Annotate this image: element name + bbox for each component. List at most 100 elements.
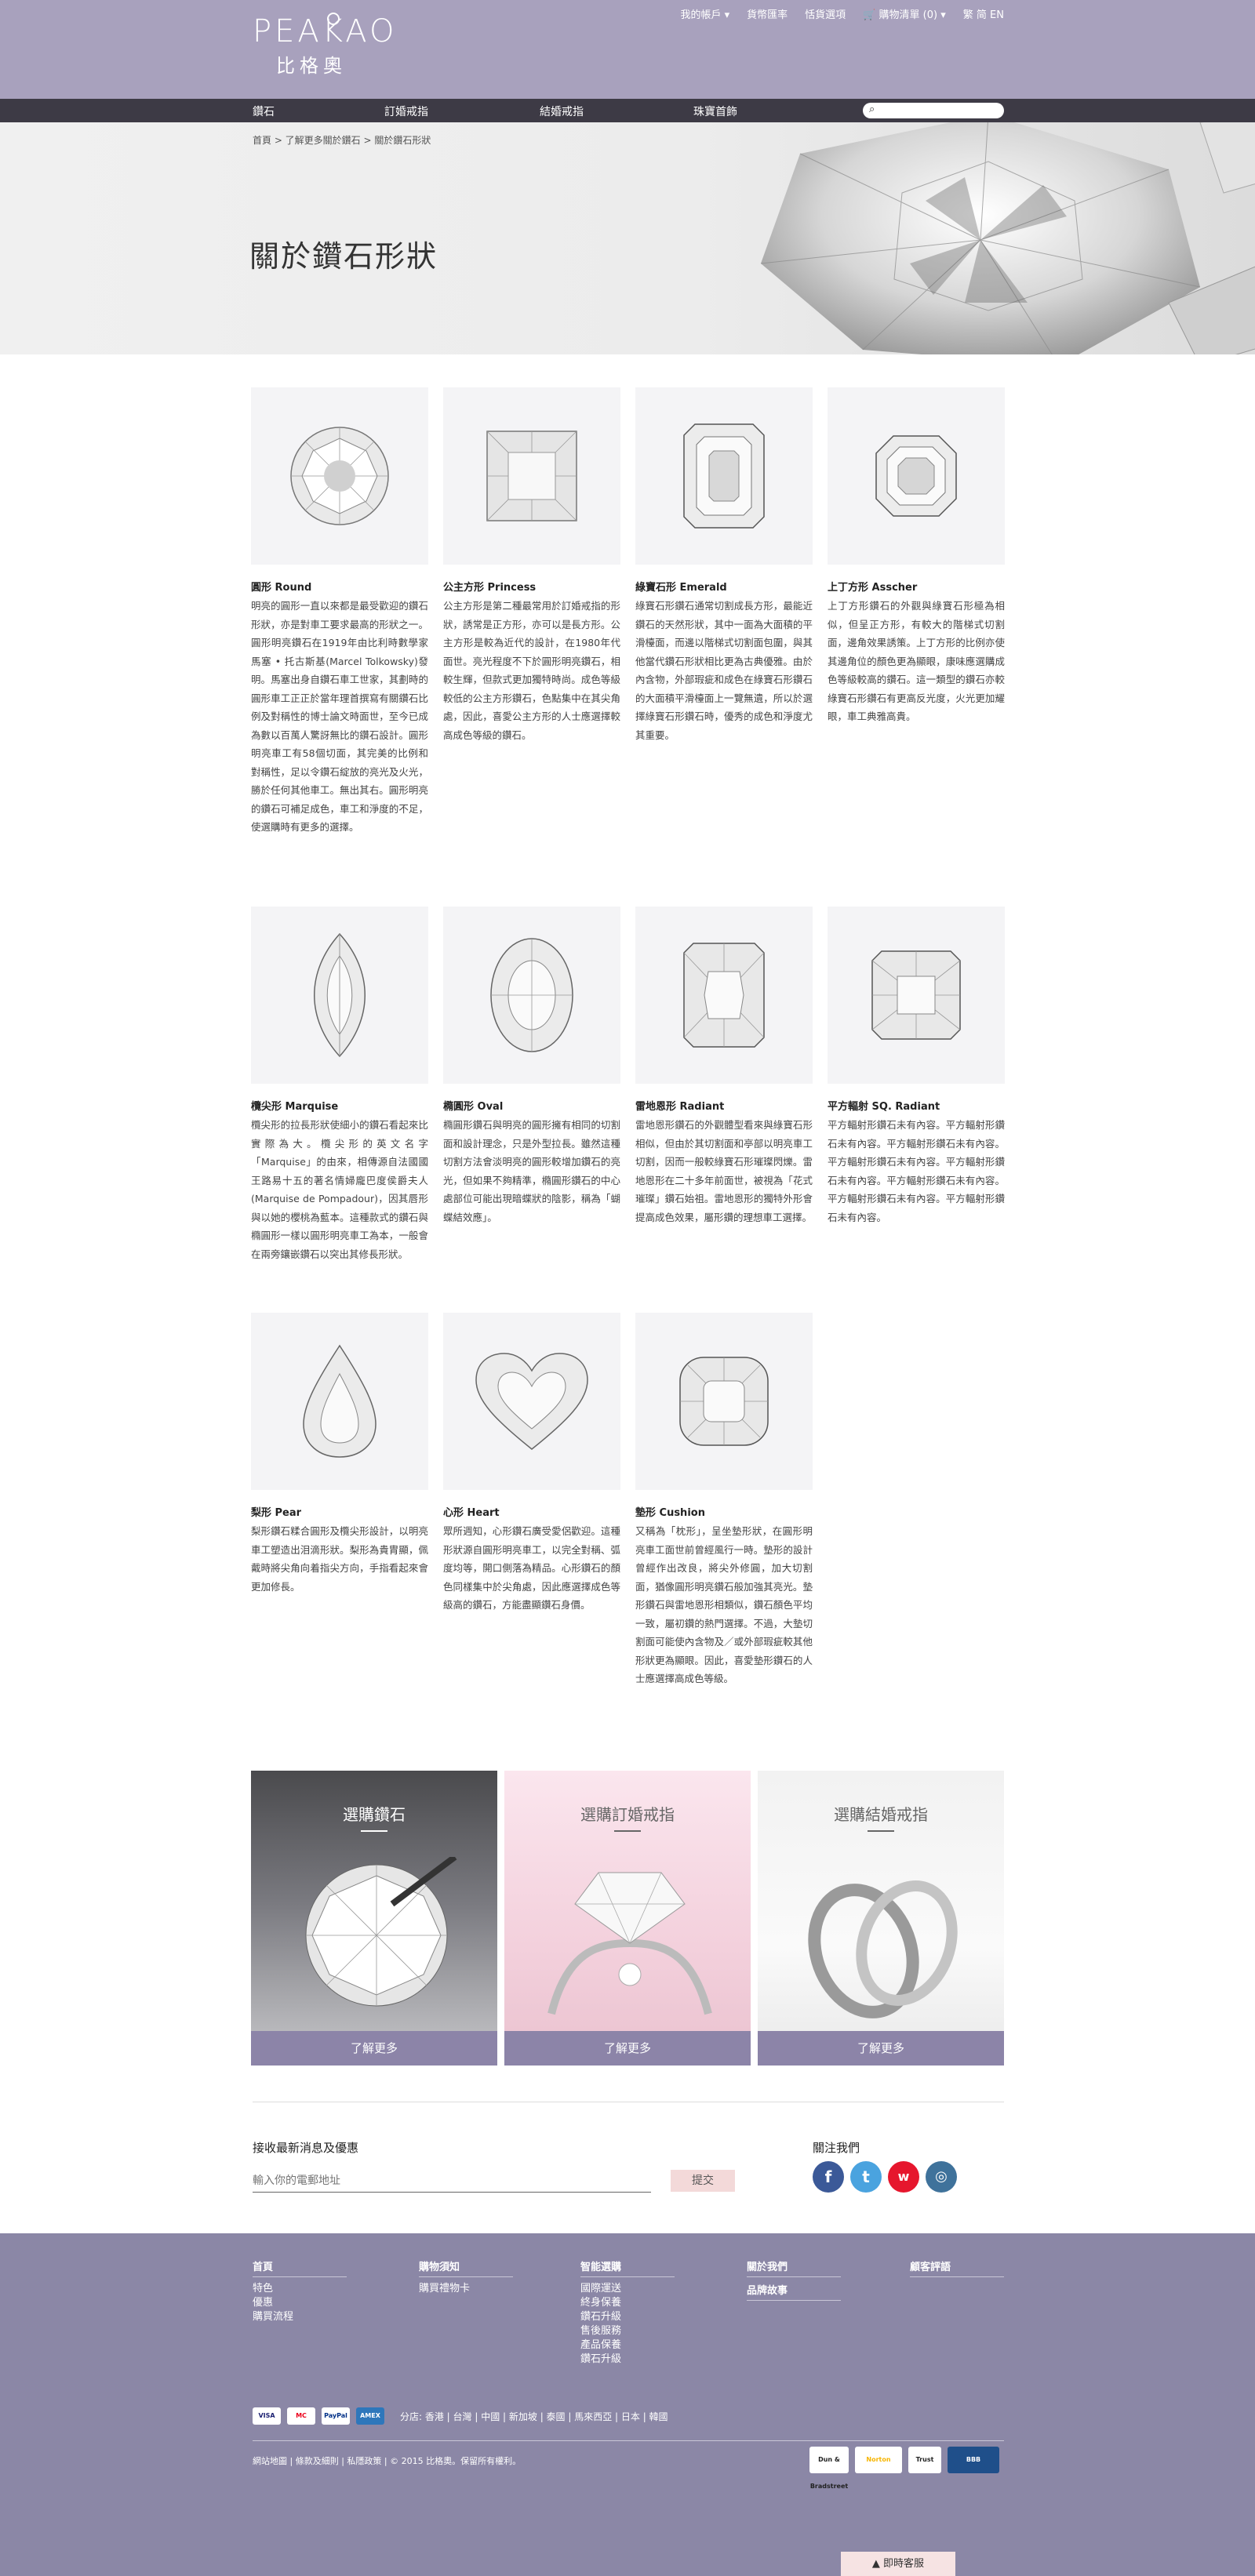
norton-badge[interactable]: Norton [855, 2447, 902, 2473]
footer-col-title[interactable]: 顧客評語 [910, 2258, 1004, 2277]
nav-item-wedding-rings[interactable]: 結婚戒指 [540, 106, 584, 118]
footer-link[interactable]: 產品保養 [580, 2339, 622, 2351]
promo-shop-diamonds[interactable]: 選購鑽石 了解更多 [251, 1771, 497, 2066]
options-link[interactable]: 恬貨選項 [805, 9, 846, 21]
footer-link[interactable]: 特色 [253, 2283, 274, 2294]
submit-button[interactable]: 提交 [671, 2170, 735, 2192]
shape-title: 圓形 Round [251, 582, 312, 594]
shape-title: 上丁方形 Asscher [828, 582, 918, 594]
footer-col-title[interactable]: 品牌故事 [747, 2282, 841, 2301]
site-footer: 首頁 特色 優惠 購買流程 購物須知 購買禮物卡 智能選購 國際運送 終身保養 … [0, 2233, 1255, 2576]
nav-item-diamonds[interactable]: 鑽石 [253, 106, 275, 118]
follow-us-title: 關注我們 [813, 2141, 860, 2155]
search-icon[interactable]: ⌕ [869, 104, 875, 115]
footer-link[interactable]: 國際運送 [580, 2283, 622, 2294]
footer-col-smart-buy: 智能選購 國際運送 終身保養 鑽石升級 售後服務 產品保養 鑽石升級 [580, 2258, 675, 2367]
promo-shop-wedding-rings[interactable]: 選購結婚戒指 了解更多 [758, 1771, 1004, 2066]
footer-col-shopping: 購物須知 購買禮物卡 [419, 2258, 513, 2296]
promo-underline [361, 1830, 387, 1832]
footer-link[interactable]: 鑽石升級 [580, 2311, 622, 2323]
brand-logo[interactable]: PEAKAO 比格奧 [253, 13, 398, 78]
round-diamond-icon [251, 387, 428, 565]
hero-diamond-image [760, 122, 1255, 354]
footer-col-title[interactable]: 關於我們 [747, 2258, 841, 2277]
payment-methods: VISA MC PayPal AMEX 分店: 香港 | 台灣 | 中國 | 新… [253, 2407, 668, 2425]
radiant-diamond-icon [635, 907, 813, 1084]
visa-icon: VISA [253, 2407, 281, 2425]
shape-card-radiant: 雷地恩形 Radiant 雷地恩形鑽石的外觀體型看來與綠寶石形相似，但由於其切割… [635, 907, 813, 1226]
footer-col-title[interactable]: 首頁 [253, 2258, 347, 2277]
loose-diamond-image [305, 1857, 457, 2007]
live-chat-button[interactable]: ▲ 即時客服 [841, 2552, 955, 2576]
footer-link[interactable]: 終身保養 [580, 2297, 622, 2309]
heart-diamond-icon [443, 1313, 620, 1490]
shape-title: 平方輻射 SQ. Radiant [828, 1101, 940, 1113]
lang-simplified[interactable]: 简 [976, 9, 987, 21]
shape-title: 梨形 Pear [251, 1507, 302, 1519]
cart-icon: 🛒 [863, 9, 879, 21]
shape-description: 公主方形是第二種最常用於訂婚戒指的形狀，誘常是正方形，亦可以是長方形。公主方形是… [443, 600, 620, 741]
shape-description: 綠寶石形鑽石通常切割成長方形，最能近鑽石的天然形狀，其中一面為大面積的平滑檯面，… [635, 600, 813, 741]
footer-col-home: 首頁 特色 優惠 購買流程 [253, 2258, 347, 2324]
lang-traditional[interactable]: 繁 [962, 9, 973, 21]
princess-diamond-icon [443, 387, 620, 565]
learn-more-button[interactable]: 了解更多 [504, 2031, 751, 2066]
learn-more-button[interactable]: 了解更多 [251, 2031, 497, 2066]
promo-underline [614, 1830, 641, 1832]
shape-description: 上丁方形鑽石的外觀與綠寶石形極為相似，但呈正方形，有較大的階梯式切割面，邊角效果… [828, 600, 1005, 722]
paypal-icon: PayPal [322, 2407, 350, 2425]
lang-english[interactable]: EN [990, 9, 1004, 21]
engagement-ring-image [547, 1872, 712, 2015]
main-nav: 鑽石 訂婚戒指 結婚戒指 珠寶首飾 ⌕ [0, 99, 1255, 122]
breadcrumb[interactable]: 首頁 > 了解更多關於鑽石 > 關於鑽石形狀 [253, 135, 431, 146]
copyright-text[interactable]: 網站地圖 | 條款及細則 | 私隱政策 | © 2015 比格奧。保留所有權利。 [253, 2456, 522, 2466]
oval-diamond-icon [443, 907, 620, 1084]
footer-link[interactable]: 購買禮物卡 [419, 2283, 471, 2294]
shape-card-heart: 心形 Heart 眾所週知，心形鑽石廣受愛侶歡迎。這種形狀源自圓形明亮車工，以完… [443, 1313, 620, 1615]
footer-col-title[interactable]: 購物須知 [419, 2258, 513, 2277]
footer-col-about: 關於我們 品牌故事 [747, 2258, 841, 2305]
trust-badge[interactable]: Trust [908, 2447, 941, 2473]
shape-description: 雷地恩形鑽石的外觀體型看來與綠寶石形相似，但由於其切割面和亭部以明亮車工切割，因… [635, 1119, 813, 1223]
footer-link[interactable]: 售後服務 [580, 2325, 622, 2337]
footer-link[interactable]: 優惠 [253, 2297, 274, 2309]
promo-shop-engagement-rings[interactable]: 選購訂婚戒指 了解更多 [504, 1771, 751, 2066]
logo-text-en: PEAKAO [253, 13, 398, 49]
shape-title: 欖尖形 Marquise [251, 1101, 339, 1113]
cushion-diamond-icon [635, 1313, 813, 1490]
mastercard-icon: MC [287, 2407, 315, 2425]
learn-more-button[interactable]: 了解更多 [758, 2031, 1004, 2066]
dun-bradstreet-badge[interactable]: Dun & Bradstreet [809, 2447, 849, 2490]
wedding-rings-image [808, 1880, 958, 2018]
shape-description: 平方輻射形鑽石未有內容。平方輻射形鑽石未有內容。平方輻射形鑽石未有內容。平方輻射… [828, 1119, 1005, 1223]
shape-title: 雷地恩形 Radiant [635, 1101, 725, 1113]
footer-divider [253, 2440, 1004, 2441]
footer-col-title[interactable]: 智能選購 [580, 2258, 675, 2277]
footer-link[interactable]: 鑽石升級 [580, 2353, 622, 2365]
branch-list[interactable]: 分店: 香港 | 台灣 | 中國 | 新加坡 | 泰國 | 馬來西亞 | 日本 … [400, 2411, 668, 2422]
shape-title: 公主方形 Princess [443, 582, 537, 594]
bbb-badge[interactable]: BBB [948, 2447, 999, 2473]
weibo-icon[interactable]: w [888, 2161, 919, 2193]
account-link[interactable]: 我的帳戶 ▾ [680, 9, 730, 21]
cart-label: 購物清單 (0) ▾ [878, 9, 946, 21]
shape-card-princess: 公主方形 Princess 公主方形是第二種最常用於訂婚戒指的形狀，誘常是正方形… [443, 387, 620, 744]
cart-link[interactable]: 🛒 購物清單 (0) ▾ [863, 6, 946, 21]
sq-radiant-diamond-icon [828, 907, 1005, 1084]
shape-description: 梨形鑽石糅合圓形及欖尖形設計，以明亮車工塑造出泪滴形狀。梨形為貴胄顯，佩戴時將尖… [251, 1525, 428, 1593]
facebook-icon[interactable]: f [813, 2161, 844, 2193]
email-field[interactable] [253, 2169, 651, 2193]
shape-card-pear: 梨形 Pear 梨形鑽石糅合圓形及欖尖形設計，以明亮車工塑造出泪滴形狀。梨形為貴… [251, 1313, 428, 1596]
nav-item-engagement-rings[interactable]: 訂婚戒指 [384, 106, 428, 118]
twitter-icon[interactable]: t [850, 2161, 882, 2193]
instagram-icon[interactable]: ◎ [926, 2161, 957, 2193]
shape-card-emerald: 綠寶石形 Emerald 綠寶石形鑽石通常切割成長方形，最能近鑽石的天然形狀，其… [635, 387, 813, 744]
logo-ring-icon [327, 13, 340, 25]
footer-link[interactable]: 購買流程 [253, 2311, 294, 2323]
emerald-diamond-icon [635, 387, 813, 565]
promo-underline [868, 1830, 894, 1832]
search-input[interactable]: ⌕ [863, 103, 1004, 118]
language-switch: 繁 简 EN [963, 6, 1004, 21]
currency-link[interactable]: 貨幣匯率 [747, 9, 788, 21]
nav-item-jewelry[interactable]: 珠寶首飾 [693, 106, 737, 118]
